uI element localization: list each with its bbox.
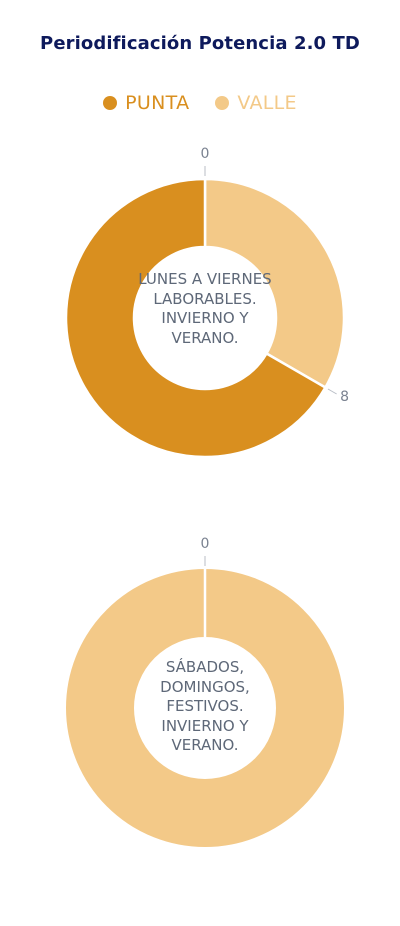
donut-slice-punta[interactable] [64, 177, 328, 459]
boundary-tick [327, 388, 337, 395]
donut-slice-valle[interactable] [203, 177, 346, 390]
chart-title: Periodificación Potencia 2.0 TD [40, 33, 360, 54]
legend-item-valle[interactable]: VALLE [215, 92, 297, 114]
legend-label-punta: PUNTA [125, 92, 190, 114]
center-label-weekends: SÁBADOS, DOMINGOS, FESTIVOS. INVIERNO Y … [160, 658, 250, 754]
boundary-label: 0 [201, 536, 210, 552]
legend-label-valle: VALLE [237, 92, 297, 114]
donut-chart-weekends: 0 SÁBADOS, DOMINGOS, FESTIVOS. INVIERNO … [0, 530, 400, 860]
legend: PUNTA VALLE [0, 92, 400, 114]
legend-swatch-punta [103, 96, 118, 110]
boundary-label: 0 [201, 146, 210, 162]
boundary-label: 8 [340, 389, 349, 405]
donut-chart-weekdays-svg: 08 [64, 146, 349, 459]
legend-item-punta[interactable]: PUNTA [103, 92, 189, 114]
legend-swatch-valle [215, 96, 230, 110]
center-label-weekdays: LUNES A VIERNES LABORABLES. INVIERNO Y V… [138, 270, 272, 347]
donut-chart-weekends-svg: 0 [66, 536, 344, 847]
